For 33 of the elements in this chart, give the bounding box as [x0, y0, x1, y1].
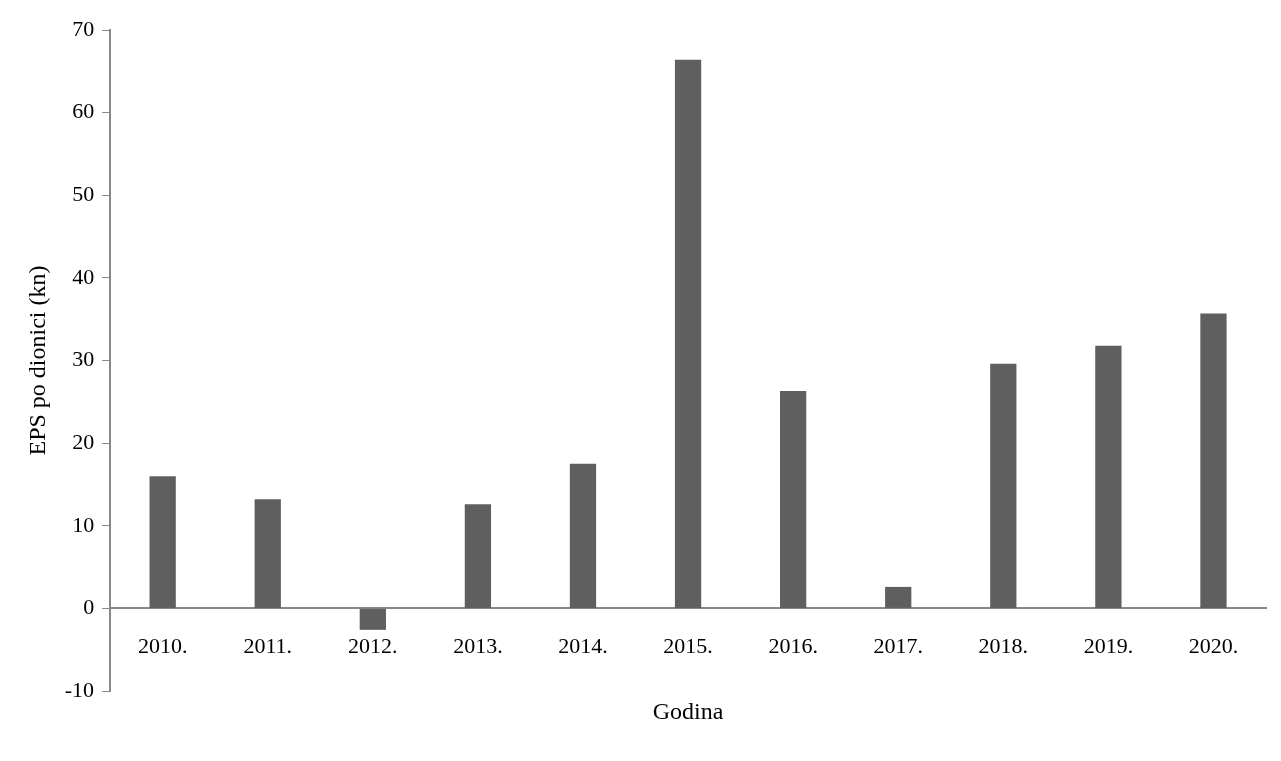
x-tick-label: 2011. [243, 633, 293, 659]
x-tick-label: 2017. [873, 633, 923, 659]
y-tick-label: -10 [64, 676, 95, 702]
x-tick-label: 2010. [137, 633, 188, 659]
bar [990, 363, 1017, 608]
y-axis-title: EPS po dionici (kn) [23, 265, 50, 456]
y-tick-label: 60 [72, 98, 95, 124]
bar [464, 504, 492, 608]
x-tick-label: 2019. [1083, 633, 1134, 659]
x-axis-title: Godina [652, 698, 724, 725]
x-tick-label: 2012. [348, 633, 398, 659]
x-tick-label: 2018. [978, 633, 1029, 659]
x-tick-label: 2016. [768, 633, 818, 659]
x-tick-label: 2020. [1188, 633, 1239, 659]
y-tick-label: 20 [72, 428, 95, 454]
x-tick-label: 2014. [558, 633, 608, 659]
x-tick-label: 2015. [663, 633, 713, 659]
bar [359, 608, 386, 630]
x-tick-label: 2013. [453, 633, 503, 659]
bar [674, 59, 702, 608]
bar [885, 586, 912, 608]
bar [569, 463, 597, 608]
y-tick-label: 40 [72, 263, 95, 289]
y-tick-label: 10 [72, 511, 95, 537]
y-tick-label: 70 [72, 15, 95, 41]
y-tick-label: 30 [72, 346, 95, 372]
bar [149, 476, 176, 608]
y-tick-label: 0 [83, 594, 95, 620]
bar [780, 391, 807, 608]
bar [1200, 313, 1227, 608]
bar [1095, 345, 1122, 608]
y-tick-label: 50 [72, 181, 95, 207]
bar [254, 499, 281, 608]
